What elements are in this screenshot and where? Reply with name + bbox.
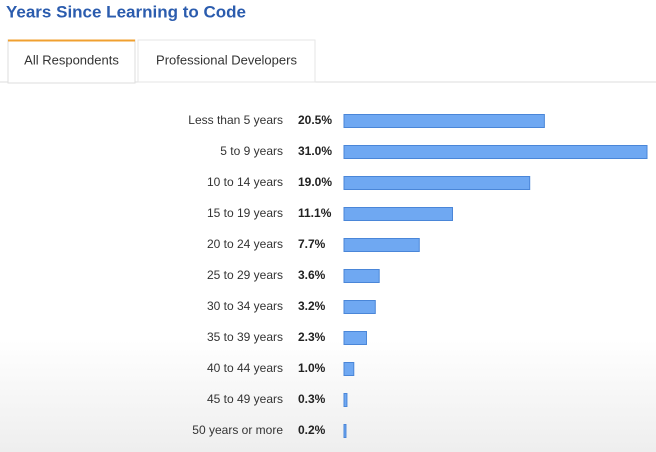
- chart-title: Years Since Learning to Code: [6, 2, 246, 21]
- category-label: 5 to 9 years: [220, 144, 283, 158]
- value-label: 11.1%: [298, 206, 332, 220]
- value-label: 0.2%: [298, 423, 326, 437]
- bar: [343, 300, 376, 314]
- category-label: 40 to 44 years: [207, 361, 283, 375]
- bar: [343, 114, 545, 128]
- bar: [343, 207, 453, 221]
- value-label: 1.0%: [298, 361, 326, 375]
- category-label: 35 to 39 years: [207, 330, 283, 344]
- value-label: 19.0%: [298, 175, 332, 189]
- tab[interactable]: [137, 39, 316, 83]
- value-label: 0.3%: [298, 392, 326, 406]
- bar: [343, 393, 348, 407]
- bar: [343, 331, 367, 345]
- category-label: 15 to 19 years: [207, 206, 283, 220]
- value-label: 3.2%: [298, 299, 326, 313]
- category-label: 45 to 49 years: [207, 392, 283, 406]
- value-label: 20.5%: [298, 113, 332, 127]
- value-label: 2.3%: [298, 330, 326, 344]
- category-label: 50 years or more: [192, 423, 283, 437]
- bar: [343, 145, 648, 159]
- tab-active[interactable]: [7, 39, 136, 84]
- bar: [343, 362, 355, 376]
- category-label: Less than 5 years: [188, 113, 283, 127]
- bar: [343, 176, 531, 190]
- value-label: 3.6%: [298, 268, 326, 282]
- tab-label[interactable]: All Respondents: [24, 52, 119, 67]
- bar: [343, 269, 380, 283]
- category-label: 20 to 24 years: [207, 237, 283, 251]
- bar: [343, 238, 420, 252]
- bar: [343, 424, 347, 438]
- category-label: 30 to 34 years: [207, 299, 283, 313]
- category-label: 10 to 14 years: [207, 175, 283, 189]
- value-label: 31.0%: [298, 144, 332, 158]
- value-label: 7.7%: [298, 237, 326, 251]
- tab-label[interactable]: Professional Developers: [156, 52, 297, 67]
- category-label: 25 to 29 years: [207, 268, 283, 282]
